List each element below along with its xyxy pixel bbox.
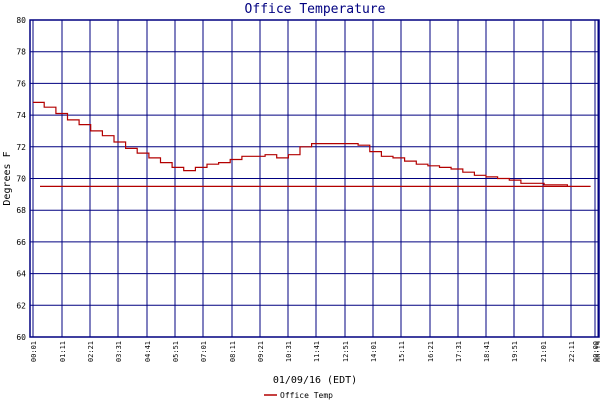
y-axis-label: Degrees F xyxy=(2,151,13,205)
x-tick-label: 22:11 xyxy=(568,341,576,362)
x-tick-label: 19:51 xyxy=(511,341,519,362)
y-tick-label: 70 xyxy=(16,175,26,184)
x-tick-label: 17:31 xyxy=(455,341,463,362)
y-tick-label: 74 xyxy=(16,111,26,120)
x-tick-label: 01:11 xyxy=(59,341,67,362)
x-tick-label: 15:11 xyxy=(398,341,406,362)
x-tick-label: 08:11 xyxy=(229,341,237,362)
x-tick-label: 10:31 xyxy=(285,341,293,362)
x-tick-label: 05:51 xyxy=(172,341,180,362)
y-tick-label: 68 xyxy=(16,206,26,215)
y-tick-label: 80 xyxy=(16,16,26,25)
x-tick-label: 03:31 xyxy=(115,341,123,362)
x-tick-label: 09:21 xyxy=(257,341,265,362)
x-tick-label: 14:01 xyxy=(370,341,378,362)
legend: Office Temp xyxy=(264,391,333,400)
y-tick-label: 78 xyxy=(16,48,26,57)
chart-title: Office Temperature xyxy=(245,2,386,17)
y-tick-label: 62 xyxy=(16,301,26,310)
x-tick-label: 21:01 xyxy=(540,341,548,362)
x-tick-label: 07:01 xyxy=(200,341,208,362)
y-tick-label: 66 xyxy=(16,238,26,247)
y-axis-ticks: 60 62 64 66 68 70 72 74 76 78 80 xyxy=(16,16,26,342)
x-tick-label: 18:41 xyxy=(483,341,491,362)
x-tick-label: 16:21 xyxy=(427,341,435,362)
y-tick-label: 60 xyxy=(16,333,26,342)
y-tick-label: 76 xyxy=(16,79,26,88)
x-tick-label: 11:41 xyxy=(313,341,321,362)
plot-frame xyxy=(29,19,600,338)
x-tick-label: 02:21 xyxy=(87,341,95,362)
x-tick-label: 00:01 xyxy=(30,341,38,362)
legend-label: Office Temp xyxy=(280,391,333,400)
x-tick-label: 04:41 xyxy=(144,341,152,362)
x-axis-label: 01/09/16 (EDT) xyxy=(273,375,357,386)
x-axis-ticks: 00:01 01:11 02:21 03:31 04:41 05:51 07:01 08:11… xyxy=(30,341,600,362)
series-line-office-temp xyxy=(33,101,591,187)
x-tick-label: 12:51 xyxy=(342,341,350,362)
x-tick-label: 00:19 xyxy=(595,341,600,362)
y-tick-label: 64 xyxy=(16,270,26,279)
y-tick-label: 72 xyxy=(16,143,26,152)
x-tick-label: 00:00 xyxy=(592,341,600,362)
